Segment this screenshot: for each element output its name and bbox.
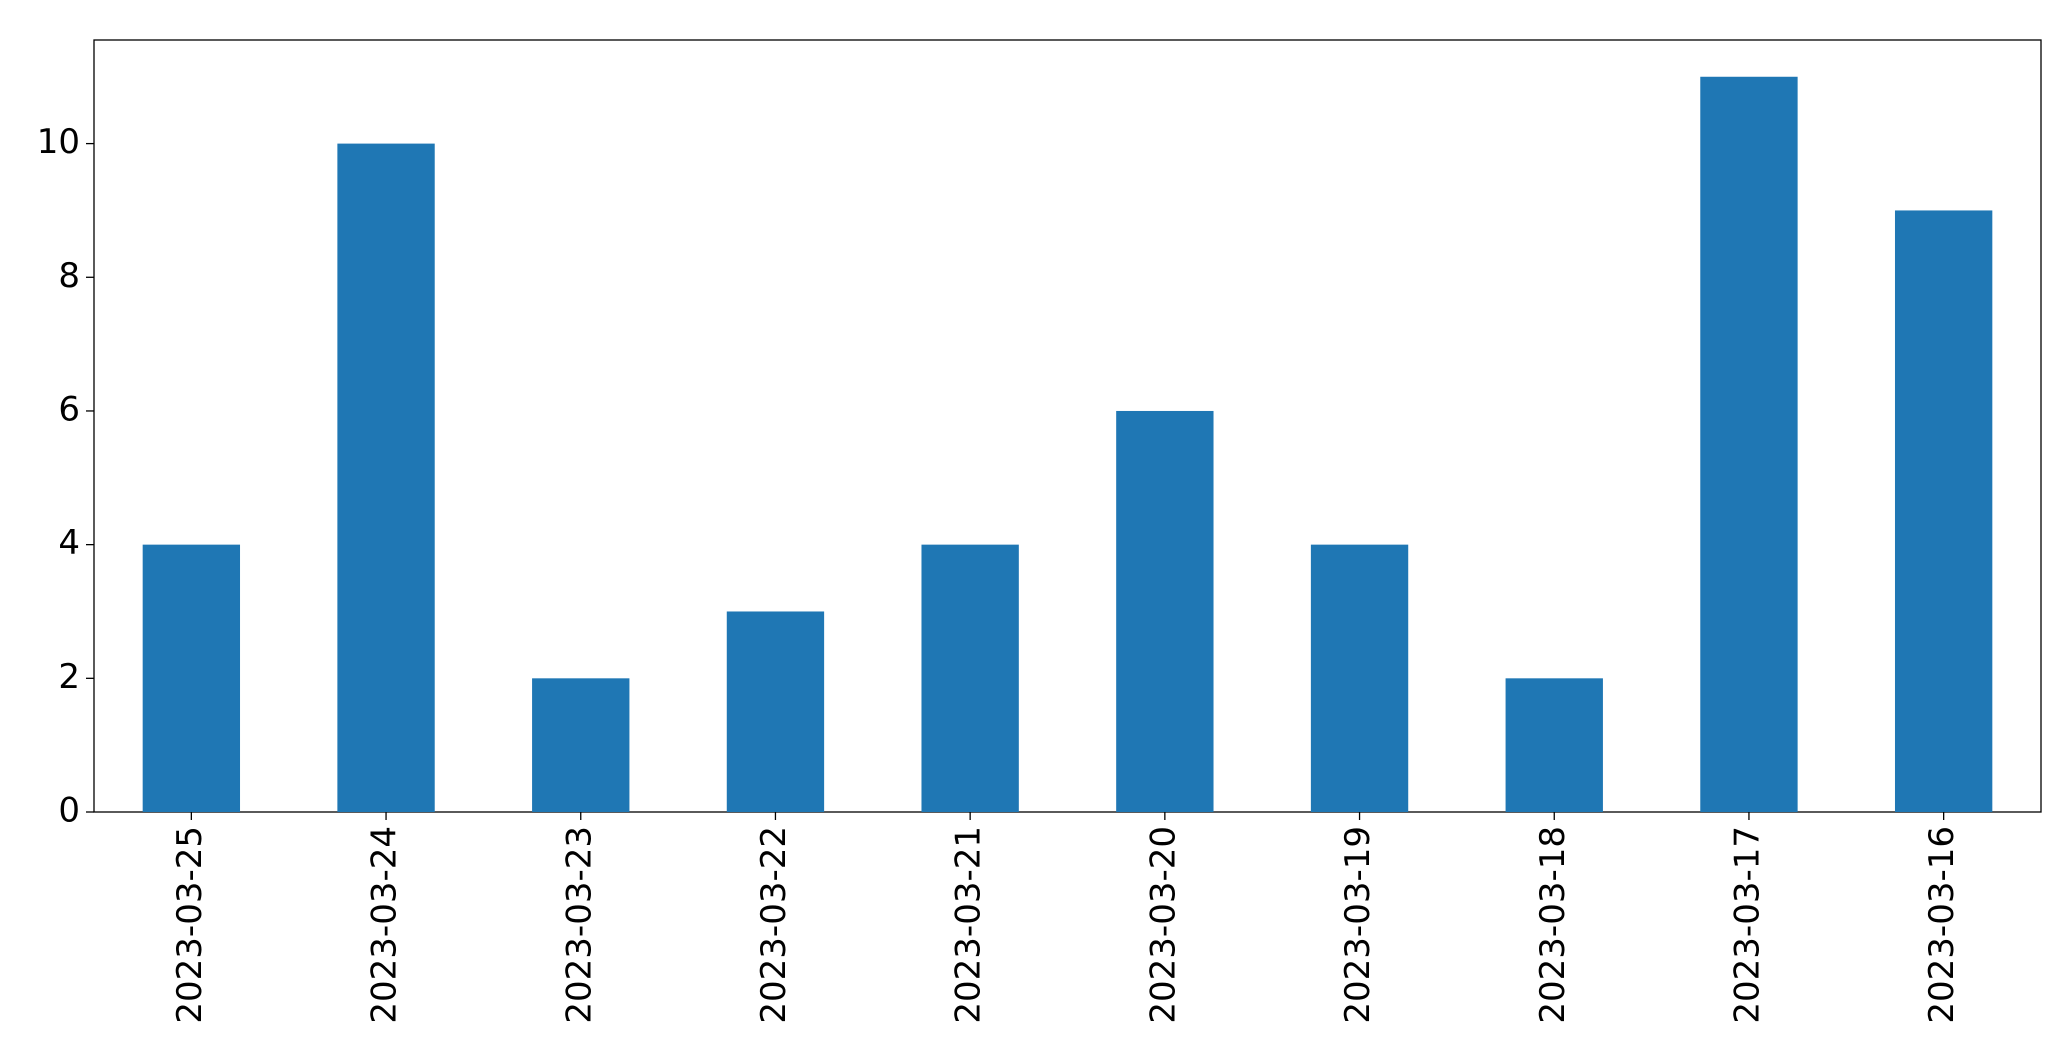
bar bbox=[921, 544, 1019, 812]
x-tick-label: 2023-03-22 bbox=[754, 826, 794, 1024]
y-tick-label: 6 bbox=[58, 389, 80, 429]
y-tick-label: 0 bbox=[58, 791, 80, 831]
bar bbox=[1894, 210, 1993, 813]
x-tick-label: 2023-03-19 bbox=[1338, 826, 1378, 1024]
x-tick-label: 2023-03-16 bbox=[1922, 826, 1962, 1024]
x-tick-label: 2023-03-24 bbox=[365, 826, 405, 1024]
bar bbox=[1700, 76, 1798, 812]
bar bbox=[337, 143, 435, 812]
y-tick-label: 10 bbox=[37, 122, 80, 162]
bar bbox=[1505, 678, 1603, 812]
bar bbox=[142, 544, 241, 812]
x-tick-label: 2023-03-18 bbox=[1533, 826, 1573, 1024]
x-tick-label: 2023-03-20 bbox=[1143, 826, 1183, 1024]
y-tick-label: 4 bbox=[58, 523, 80, 563]
axes-frame bbox=[93, 39, 2042, 813]
bar bbox=[532, 678, 630, 812]
y-tick-label: 8 bbox=[58, 256, 80, 296]
y-tick-label: 2 bbox=[58, 657, 80, 697]
x-tick-label: 2023-03-23 bbox=[559, 826, 599, 1024]
bar bbox=[726, 611, 825, 812]
bar bbox=[1116, 410, 1214, 812]
x-tick-label: 2023-03-21 bbox=[949, 826, 989, 1024]
x-tick-label: 2023-03-25 bbox=[170, 826, 210, 1024]
x-tick-label: 2023-03-17 bbox=[1727, 826, 1767, 1024]
bar bbox=[1310, 544, 1409, 812]
